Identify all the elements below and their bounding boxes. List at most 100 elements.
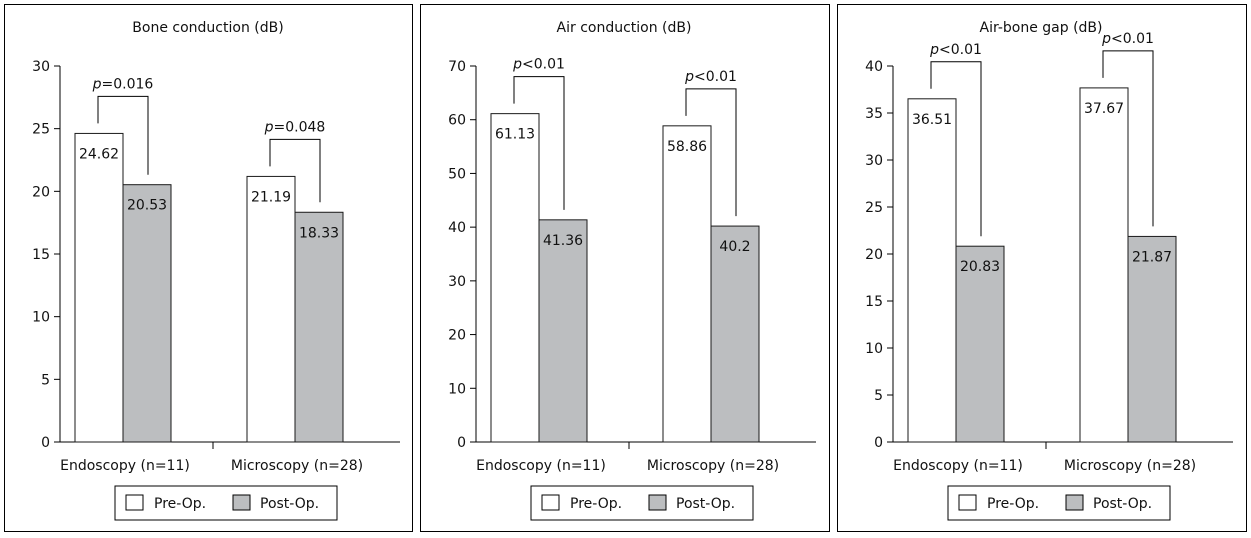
chart-svg: Air conduction (dB) 0 10 20 30 40 50 60 70 61.13 4… (448, 20, 816, 521)
y-tick-label: 35 (865, 106, 883, 122)
bar-post-op (294, 211, 344, 443)
y-tick-label: 15 (32, 247, 50, 263)
legend-label-pre-op: Pre-Op. (154, 496, 206, 512)
y-tick-label: 70 (448, 59, 466, 75)
p-value-prefix: p (684, 69, 694, 85)
bar-pre-op (490, 113, 540, 443)
y-tick-label: 5 (41, 372, 50, 388)
y-tick-label: 10 (448, 381, 466, 397)
legend-label-pre-op: Pre-Op. (987, 496, 1039, 512)
legend-label-post-op: Post-Op. (1093, 496, 1152, 512)
bar-post-op (710, 225, 760, 443)
bar-value-label: 41.36 (543, 233, 583, 249)
legend-box (947, 485, 1171, 521)
air-conduction-panel: Air conduction (dB) 0 10 20 30 40 50 60 70 61.13 4… (420, 4, 830, 532)
p-value-text: <0.01 (694, 69, 737, 85)
p-value-text: <0.01 (1111, 31, 1154, 47)
p-value-text: <0.01 (522, 57, 565, 73)
legend-label-pre-op: Pre-Op. (570, 496, 622, 512)
p-value-label: p<0.01 (929, 42, 982, 58)
y-tick-label: 15 (865, 294, 883, 310)
chart-title: Air-bone gap (dB) (980, 20, 1103, 36)
p-value-bracket (97, 95, 149, 175)
chart-svg: Air-bone gap (dB) 0 5 10 15 20 25 30 35 40 36.51 20… (865, 20, 1233, 521)
bar-post-op (122, 184, 172, 443)
bar-value-label: 40.2 (719, 239, 750, 255)
y-tick-label: 60 (448, 113, 466, 129)
bar-post-op (538, 219, 588, 443)
bar-value-label: 58.86 (667, 139, 707, 155)
y-tick-label: 20 (32, 184, 50, 200)
p-value-text: =0.016 (102, 76, 154, 92)
p-value-prefix: p (92, 76, 102, 92)
legend-box (530, 485, 754, 521)
y-tick-label: 0 (41, 435, 50, 451)
p-value-bracket (685, 88, 737, 217)
bar-value-label: 20.83 (960, 259, 1000, 275)
p-value-label: p=0.016 (92, 76, 154, 92)
p-value-prefix: p (264, 119, 274, 135)
y-tick-label: 25 (32, 122, 50, 138)
bar-value-label: 36.51 (912, 112, 952, 128)
p-value-bracket (513, 76, 565, 210)
p-value-label: p<0.01 (1101, 31, 1154, 47)
y-tick-label: 5 (874, 388, 883, 404)
bar-pre-op (74, 132, 124, 443)
bar-value-label: 24.62 (79, 146, 119, 162)
y-tick-label: 10 (865, 341, 883, 357)
y-tick-label: 30 (32, 59, 50, 75)
p-value-text: =0.048 (274, 119, 326, 135)
bone-conduction-panel: Bone conduction (dB) 0 5 10 15 20 25 30 24.62 20.… (4, 4, 413, 532)
y-tick-label: 10 (32, 310, 50, 326)
p-value-bracket (930, 61, 982, 237)
bar-pre-op (1079, 87, 1129, 443)
p-value-text: <0.01 (939, 42, 982, 58)
y-tick-label: 50 (448, 166, 466, 182)
chart-svg: Bone conduction (dB) 0 5 10 15 20 25 30 24.62 20.… (32, 20, 400, 521)
p-value-prefix: p (512, 57, 522, 73)
bar-post-op (1127, 235, 1177, 443)
y-tick-label: 0 (457, 435, 466, 451)
air-bone-gap-panel: Air-bone gap (dB) 0 5 10 15 20 25 30 35 40 36.51 20… (837, 4, 1247, 532)
legend-label-post-op: Post-Op. (676, 496, 735, 512)
legend-swatch-pre-op (125, 494, 144, 511)
p-value-label: p=0.048 (264, 119, 326, 135)
bar-value-label: 18.33 (299, 225, 339, 241)
legend-swatch-post-op (1065, 494, 1084, 511)
x-category-label: Microscopy (n=28) (647, 458, 779, 474)
x-category-label: Microscopy (n=28) (1064, 458, 1196, 474)
legend-swatch-pre-op (958, 494, 977, 511)
p-value-label: p<0.01 (684, 69, 737, 85)
legend-swatch-pre-op (541, 494, 560, 511)
y-tick-label: 30 (448, 274, 466, 290)
y-tick-label: 20 (448, 328, 466, 344)
y-tick-label: 30 (865, 153, 883, 169)
bar-value-label: 20.53 (127, 198, 167, 214)
x-category-label: Endoscopy (n=11) (60, 458, 190, 474)
legend-box (114, 485, 338, 521)
p-value-bracket (269, 138, 321, 203)
y-tick-label: 20 (865, 247, 883, 263)
bar-pre-op (662, 125, 712, 443)
bar-value-label: 37.67 (1084, 101, 1124, 117)
chart-title: Bone conduction (dB) (132, 20, 283, 36)
p-value-label: p<0.01 (512, 57, 565, 73)
y-tick-label: 0 (874, 435, 883, 451)
x-category-label: Endoscopy (n=11) (893, 458, 1023, 474)
legend-label-post-op: Post-Op. (260, 496, 319, 512)
x-category-label: Endoscopy (n=11) (476, 458, 606, 474)
p-value-bracket (1102, 50, 1154, 227)
bar-value-label: 21.87 (1132, 249, 1172, 265)
x-category-label: Microscopy (n=28) (231, 458, 363, 474)
p-value-prefix: p (929, 42, 939, 58)
bar-value-label: 21.19 (251, 189, 291, 205)
bar-post-op (955, 245, 1005, 443)
y-tick-label: 40 (865, 59, 883, 75)
y-tick-label: 40 (448, 220, 466, 236)
chart-title: Air conduction (dB) (557, 20, 692, 36)
bar-pre-op (907, 98, 957, 443)
p-value-prefix: p (1101, 31, 1111, 47)
legend-swatch-post-op (648, 494, 667, 511)
bar-pre-op (246, 175, 296, 443)
y-tick-label: 25 (865, 200, 883, 216)
